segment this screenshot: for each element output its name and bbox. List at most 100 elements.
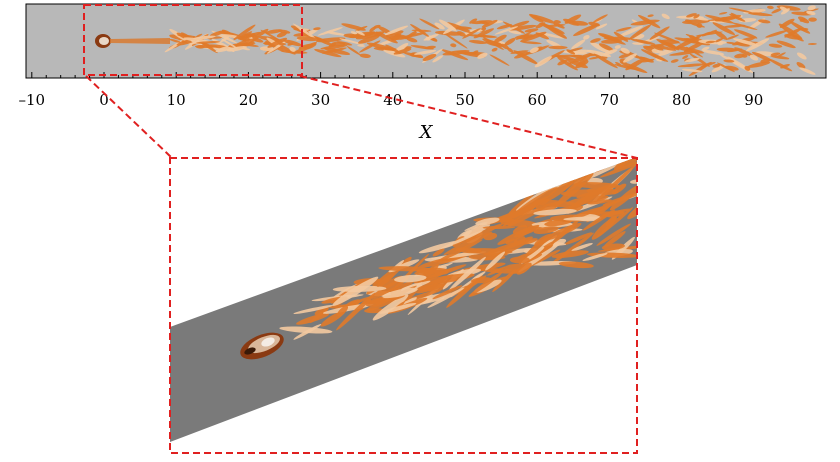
vortex-streak (654, 32, 681, 44)
tick-label: 30 (311, 91, 330, 109)
vortex-streak (485, 40, 503, 47)
inset-vortex-streak (525, 236, 549, 257)
vortex-streak (494, 26, 519, 35)
inset-vortex-streak (394, 274, 427, 283)
vortex-streak (677, 63, 707, 68)
vortex-streak (723, 59, 735, 63)
vortex-streak (434, 22, 445, 30)
vortex-streak (776, 5, 801, 11)
vortex-streak (685, 38, 694, 41)
inset-vortex-streak (460, 223, 491, 239)
vortex-streak (620, 47, 630, 54)
vortex-streak (255, 28, 269, 38)
zoom-connector-right (299, 75, 638, 159)
vortex-streak (701, 31, 712, 37)
vortex-streak (768, 43, 783, 48)
vortex-streak (469, 18, 478, 24)
inset-vortex-streak (470, 271, 503, 296)
vortex-streak (432, 55, 444, 63)
inset-vortex-streak (470, 277, 492, 284)
vortex-streak (535, 22, 546, 29)
inset-vortex-streak (418, 254, 465, 268)
vortex-streak (336, 41, 353, 46)
vortex-streak (628, 24, 652, 40)
tick-label: 0 (99, 91, 109, 109)
inset-vortex-streak (483, 232, 498, 241)
vortex-streak (681, 68, 703, 73)
vortex-streak (649, 26, 670, 40)
vortex-streak (653, 46, 664, 51)
vortex-streak (193, 35, 216, 40)
vortex-streak (169, 39, 181, 43)
vortex-streak (355, 30, 365, 36)
vortex-streak (741, 54, 748, 58)
inset-vortex-streak (571, 243, 593, 251)
vortex-streak (643, 43, 668, 49)
vortex-streak (385, 44, 401, 54)
inset-vortex-streak (558, 261, 594, 269)
vortex-streak (523, 34, 530, 40)
vortex-streak (749, 54, 759, 61)
vortex-streak (221, 38, 238, 49)
vortex-streak (661, 13, 670, 20)
vortex-streak (424, 45, 436, 50)
inset-vortex-streak (455, 247, 482, 254)
vortex-streak (716, 62, 735, 73)
vortex-streak (359, 40, 381, 53)
vortex-streak (693, 34, 702, 41)
vortex-streak (507, 24, 537, 31)
vortex-streak (595, 23, 608, 30)
vortex-streak (552, 54, 582, 58)
inset-vortex-streak (508, 191, 536, 215)
inset-vortex-streak (458, 222, 505, 245)
inset-vortex-streak (566, 195, 609, 205)
vortex-streak (588, 56, 602, 60)
inset-vortex-streak (513, 236, 526, 245)
vortex-streak (414, 49, 437, 55)
vortex-streak (357, 35, 380, 44)
vortex-streak (442, 49, 470, 56)
vortex-streak (770, 55, 790, 60)
vortex-streak (265, 29, 283, 34)
inset-vortex-streak (293, 304, 334, 315)
vortex-streak (431, 37, 438, 42)
vortex-streak (702, 49, 725, 56)
vortex-streak (384, 25, 409, 36)
vortex-streak (405, 30, 418, 40)
vortex-streak (494, 34, 507, 43)
vortex-streak (504, 37, 516, 46)
vortex-streak (806, 10, 816, 16)
vortex-streak (767, 5, 774, 10)
vortex-streak (693, 14, 700, 19)
inset-vortex-streak (279, 326, 333, 334)
vortex-streak (796, 52, 807, 60)
vortex-streak (601, 39, 622, 44)
vortex-streak (233, 24, 256, 41)
vortex-streak (489, 54, 510, 66)
vortex-streak (640, 58, 655, 63)
vortex-streak (317, 27, 343, 36)
tick-label: 20 (239, 91, 258, 109)
inset-vortex-streak (554, 172, 594, 208)
inset-vortex-streak (587, 199, 612, 205)
vortex-streak (237, 36, 251, 41)
vortex-streak (758, 19, 771, 24)
zoom-region-box (83, 4, 303, 76)
inset-vortex-streak (432, 285, 463, 300)
inset-vortex-streak (440, 230, 483, 249)
tick-label: 50 (455, 91, 474, 109)
vortex-streak (689, 53, 710, 67)
vortex-streak (491, 47, 498, 52)
vortex-streak (276, 31, 288, 38)
vortex-streak (244, 43, 259, 47)
vortex-streak (592, 14, 608, 23)
vortex-streak (614, 45, 621, 49)
inset-vortex-streak (599, 160, 637, 178)
vortex-streak (422, 53, 437, 62)
inset-vortex-streak (475, 217, 500, 226)
vortex-streak (615, 27, 632, 32)
vortex-streak (462, 28, 481, 39)
tick-label: 70 (600, 91, 619, 109)
vortex-streak (718, 11, 728, 15)
tick-label: 90 (744, 91, 763, 109)
